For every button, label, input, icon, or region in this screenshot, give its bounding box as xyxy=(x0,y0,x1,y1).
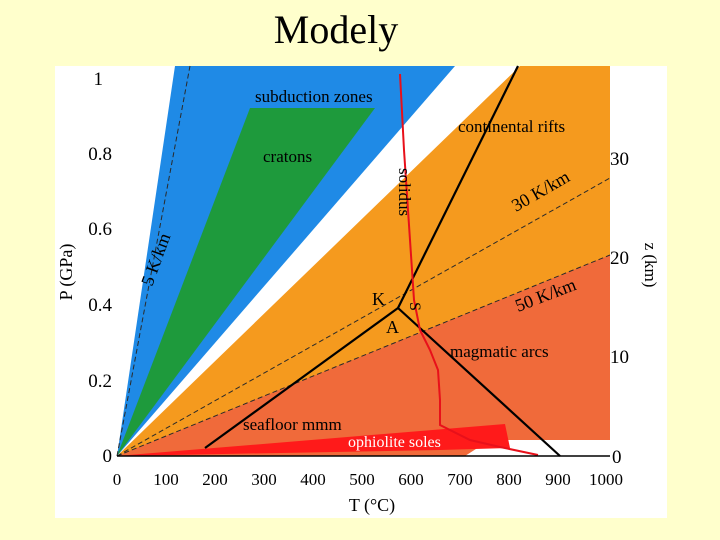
region-cratons xyxy=(117,108,375,456)
region-continental-rifts xyxy=(117,66,610,456)
x-tick: 300 xyxy=(251,470,277,489)
z-tick: 20 xyxy=(610,248,629,269)
y-tick-labels: 0 0.2 0.4 0.6 0.8 1 xyxy=(88,69,112,467)
gradient-30-line xyxy=(116,177,611,457)
z-axis-title: z (km) xyxy=(641,243,660,288)
label-kyanite: K xyxy=(372,289,385,309)
y-tick: 0.2 xyxy=(88,371,112,392)
andalusite-sillimanite-boundary xyxy=(397,307,561,457)
z-tick: 30 xyxy=(610,149,629,170)
kyanite-andalusite-boundary xyxy=(204,307,399,449)
z-tick: 0 xyxy=(612,447,622,468)
x-tick: 1000 xyxy=(589,470,623,489)
label-seafloor-mmm: seafloor mmm xyxy=(243,415,342,434)
x-tick: 100 xyxy=(153,470,179,489)
region-ophiolite-soles xyxy=(117,424,510,456)
label-magmatic-arcs: magmatic arcs xyxy=(450,342,549,361)
y-tick: 0.4 xyxy=(88,295,112,316)
label-andalusite: A xyxy=(386,317,399,337)
x-tick: 400 xyxy=(300,470,326,489)
x-tick: 0 xyxy=(113,470,122,489)
plot-regions xyxy=(117,66,667,461)
phase-boundaries xyxy=(204,65,561,457)
x-tick: 700 xyxy=(447,470,473,489)
y-tick: 0.8 xyxy=(88,144,112,165)
label-ophiolite-soles: ophiolite soles xyxy=(348,434,441,451)
x-tick: 500 xyxy=(349,470,375,489)
phase-letters: K S A xyxy=(372,289,423,337)
kyanite-sillimanite-boundary xyxy=(397,65,519,309)
slide-title: Modely xyxy=(273,7,399,52)
region-labels: subduction zones cratons continental rif… xyxy=(243,87,565,451)
gradient-5-line xyxy=(116,65,191,457)
solidus-curve xyxy=(399,73,539,456)
x-tick-labels: 0 100 200 300 400 500 600 700 800 900 10… xyxy=(113,470,623,489)
x-tick: 800 xyxy=(496,470,522,489)
z-tick: 10 xyxy=(610,347,629,368)
label-sillimanite: S xyxy=(406,302,423,311)
x-tick: 900 xyxy=(545,470,571,489)
y-axis-title: P (GPa) xyxy=(56,244,77,301)
region-subduction-zones xyxy=(117,66,455,456)
plot-right-margin xyxy=(610,66,667,461)
y-tick: 0 xyxy=(103,446,113,467)
label-continental-rifts: continental rifts xyxy=(458,117,565,136)
z-tick-labels: 0 10 20 30 xyxy=(610,149,629,468)
y-tick: 0.6 xyxy=(88,219,112,240)
x-tick: 600 xyxy=(398,470,424,489)
label-cratons: cratons xyxy=(263,147,312,166)
y-tick: 1 xyxy=(94,69,104,90)
gradient-lines xyxy=(116,65,611,457)
x-tick: 200 xyxy=(202,470,228,489)
x-axis-title: T (°C) xyxy=(349,495,395,516)
label-subduction-zones: subduction zones xyxy=(255,87,373,106)
gradient-50-line xyxy=(116,254,611,457)
label-solidus: solidus xyxy=(395,168,414,216)
